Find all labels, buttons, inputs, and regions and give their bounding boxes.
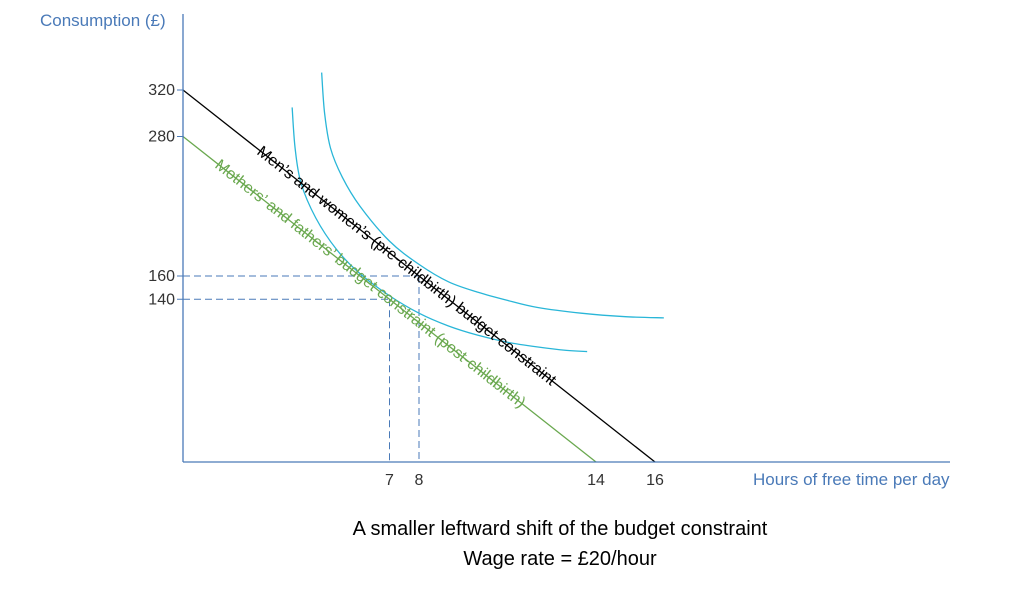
reference-lines — [183, 275, 420, 462]
y-tick-label: 160 — [148, 268, 175, 285]
indifference-curve-2 — [291, 107, 588, 353]
budget-line-1 — [182, 89, 656, 463]
caption-line-2: Wage rate = £20/hour — [463, 548, 657, 570]
budget-lines — [182, 89, 656, 463]
x-tick-label: 14 — [587, 472, 605, 489]
x-tick-label: 16 — [646, 472, 664, 489]
indifference-curves — [291, 72, 664, 353]
post-childbirth-label: Mothers’ and fathers’ budget constraint … — [212, 157, 529, 412]
y-tick-label: 280 — [148, 129, 175, 146]
y-tick-label: 140 — [148, 291, 175, 308]
tick-labels: 140 160 280 320 7 8 14 16 — [148, 82, 664, 489]
x-axis-title: Hours of free time per day — [753, 470, 950, 489]
line-labels: Men’s and women’s (pre-childbirth) budge… — [212, 143, 560, 411]
axes — [182, 14, 950, 463]
pre-childbirth-label: Men’s and women’s (pre-childbirth) budge… — [254, 143, 560, 389]
x-tick-label: 8 — [415, 472, 424, 489]
indifference-curve-1 — [321, 72, 664, 319]
caption-line-1: A smaller leftward shift of the budget c… — [352, 518, 768, 540]
budget-line-2 — [182, 135, 597, 463]
x-tick-label: 7 — [385, 472, 394, 489]
y-axis-title: Consumption (£) — [40, 11, 166, 30]
y-tick-label: 320 — [148, 82, 175, 99]
